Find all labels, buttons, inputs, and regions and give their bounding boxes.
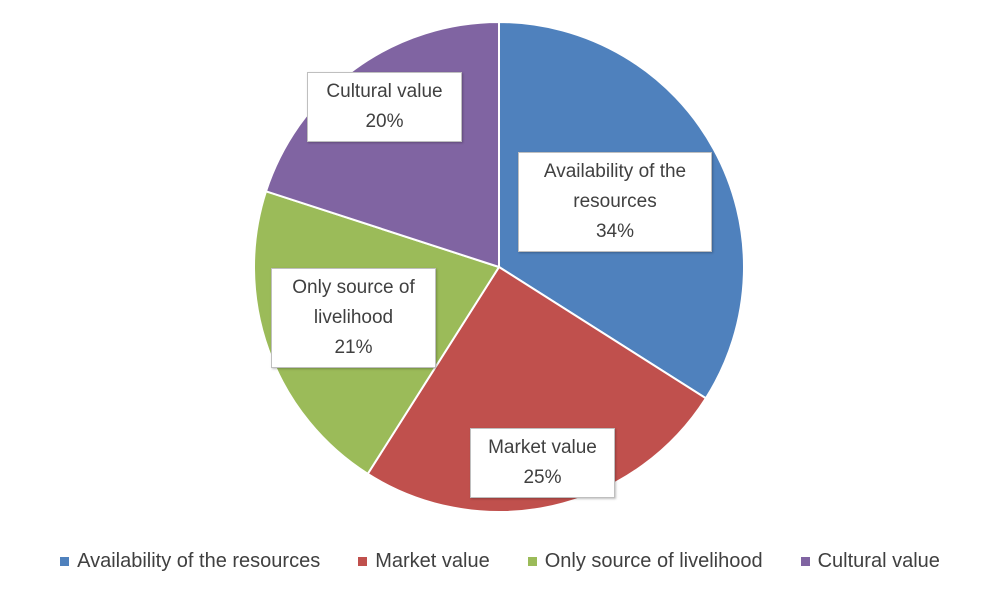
data-label-category: Cultural value xyxy=(326,81,443,102)
legend-item: Cultural value xyxy=(800,550,940,573)
data-label-category: Availability of the resources xyxy=(543,161,687,212)
data-label: Availability of the resources 34% xyxy=(518,152,712,252)
data-label-value: 21% xyxy=(334,337,373,358)
legend-label: Cultural value xyxy=(817,550,940,572)
data-label-value: 34% xyxy=(595,221,635,242)
data-label-value: 25% xyxy=(523,467,562,488)
data-label: Market value 25% xyxy=(470,428,615,498)
legend-label: Market value xyxy=(375,550,490,572)
data-label-category: Market value xyxy=(488,437,597,458)
legend-item: Availability of the resources xyxy=(60,550,320,573)
legend-swatch xyxy=(358,557,368,566)
legend-item: Only source of livelihood xyxy=(527,550,763,573)
legend-label: Only source of livelihood xyxy=(544,550,763,572)
legend-item: Market value xyxy=(358,550,490,573)
legend-swatch xyxy=(527,557,537,566)
legend: Availability of the resources Market valu… xyxy=(0,550,1000,573)
legend-label: Availability of the resources xyxy=(77,550,321,572)
data-label: Only source of livelihood 21% xyxy=(271,268,436,368)
pie-slice xyxy=(366,265,708,513)
data-label-category: Only source of livelihood xyxy=(292,277,415,328)
legend-swatch xyxy=(60,557,70,566)
legend-swatch xyxy=(800,557,810,566)
data-label-value: 20% xyxy=(365,111,404,132)
data-label: Cultural value 20% xyxy=(307,72,462,142)
